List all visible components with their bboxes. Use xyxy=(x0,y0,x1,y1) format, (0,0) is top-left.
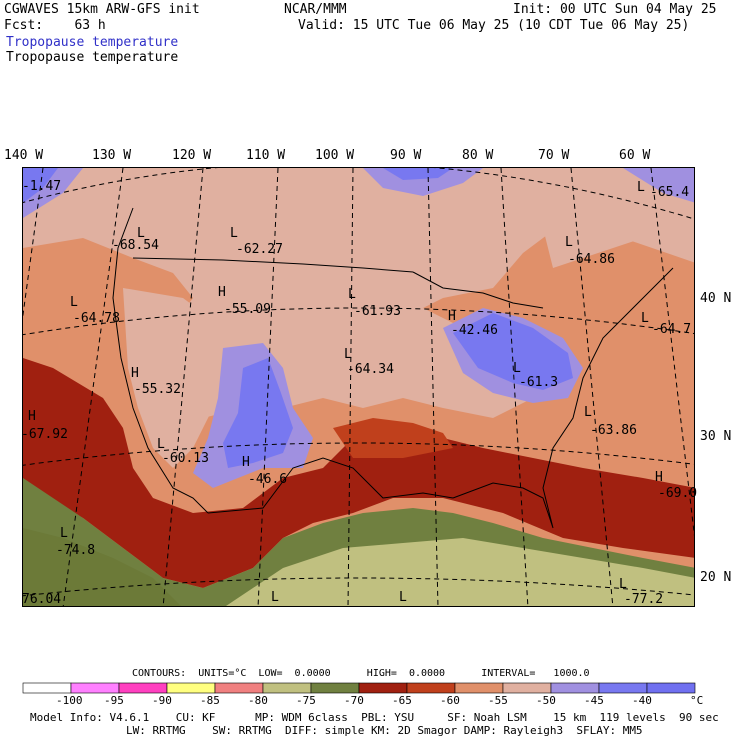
extremum-value: -69.0 xyxy=(658,486,698,501)
model-title: CGWAVES 15km ARW-GFS init xyxy=(4,2,200,17)
colorbar-tick-label: -75 xyxy=(296,694,316,707)
extremum-value: -64.34 xyxy=(347,362,394,377)
extremum-letter: L xyxy=(637,180,645,195)
colorbar-tick-label: -80 xyxy=(248,694,268,707)
extremum-value: -62.27 xyxy=(236,242,283,257)
colorbar-tick-label: -45 xyxy=(584,694,604,707)
lat-label: 30 N xyxy=(700,429,732,444)
colorbar-bin xyxy=(502,682,552,694)
extremum-value: -61.3 xyxy=(519,375,559,390)
extremum-value: -63.86 xyxy=(590,423,637,438)
colorbar-bin xyxy=(454,682,504,694)
model-info-line2: LW: RRTMG SW: RRTMG DIFF: simple KM: 2D … xyxy=(126,724,643,737)
lon-label: 70 W xyxy=(538,148,570,163)
extremum-value: -60.13 xyxy=(162,451,209,466)
colorbar-tick-label: -70 xyxy=(344,694,364,707)
lon-label: 140 W xyxy=(4,148,44,163)
field-title-blue: Tropopause temperature xyxy=(6,35,179,50)
extremum-value: -64.86 xyxy=(568,252,615,267)
contours-info: CONTOURS: UNITS=°C LOW= 0.0000 HIGH= 0.0… xyxy=(132,668,590,679)
extremum-letter: H xyxy=(218,285,226,300)
extremum-value: -64.78 xyxy=(73,311,120,326)
extremum-letter: L xyxy=(641,311,649,326)
extremum-value: -61.93 xyxy=(354,304,401,319)
colorbar-bin xyxy=(262,682,312,694)
colorbar-bin xyxy=(214,682,264,694)
colorbar-bin xyxy=(118,682,168,694)
colorbar-tick-label: -55 xyxy=(488,694,508,707)
extremum-letter: L xyxy=(344,347,352,362)
extremum-letter: L xyxy=(399,590,407,605)
colorbar-bin xyxy=(310,682,360,694)
colorbar-bin xyxy=(406,682,456,694)
colorbar-bin xyxy=(70,682,120,694)
extremum-letter: L xyxy=(565,235,573,250)
extremum-letter: L xyxy=(619,577,627,592)
extremum-value: -77.2 xyxy=(624,592,664,607)
colorbar-tick-label: -90 xyxy=(152,694,172,707)
colorbar-tick-label: -40 xyxy=(632,694,652,707)
extremum-letter: H xyxy=(242,455,250,470)
extremum-value: -55.32 xyxy=(134,382,181,397)
extremum-letter: L xyxy=(60,526,68,541)
extremum-letter: L xyxy=(230,226,238,241)
forecast-hour: Fcst: 63 h xyxy=(4,18,106,33)
extremum-value: -55.09 xyxy=(224,302,271,317)
colorbar-tick-label: -85 xyxy=(200,694,220,707)
extremum-value: 76.04 xyxy=(22,592,62,607)
extremum-letter: H xyxy=(655,470,663,485)
lat-label: 20 N xyxy=(700,570,732,585)
colorbar-bin xyxy=(646,682,696,694)
extremum-letter: L xyxy=(513,361,521,376)
tropopause-temperature-map xyxy=(22,167,695,607)
extremum-letter: L xyxy=(70,295,78,310)
lon-label: 90 W xyxy=(390,148,422,163)
model-info-line1: Model Info: V4.6.1 CU: KF MP: WDM 6class… xyxy=(30,711,719,724)
extremum-letter: H xyxy=(448,309,456,324)
colorbar-bin xyxy=(550,682,600,694)
colorbar-bin xyxy=(598,682,648,694)
extremum-value: -42.46 xyxy=(451,323,498,338)
colorbar-tick-label: -50 xyxy=(536,694,556,707)
colorbar-tick-label: -95 xyxy=(104,694,124,707)
colorbar-unit: °C xyxy=(690,694,704,707)
colorbar-tick-label: -60 xyxy=(440,694,460,707)
extremum-letter: L xyxy=(157,437,165,452)
extremum-letter: L xyxy=(348,287,356,302)
colorbar-bin xyxy=(166,682,216,694)
lon-label: 110 W xyxy=(246,148,286,163)
colorbar-bin xyxy=(22,682,72,694)
colorbar-tick-label: -65 xyxy=(392,694,412,707)
extremum-value: -74.8 xyxy=(56,543,96,558)
extremum-letter: L xyxy=(137,226,145,241)
colorbar-tick-label: -100 xyxy=(56,694,83,707)
extremum-letter: L xyxy=(584,405,592,420)
extremum-value: -46.6 xyxy=(248,472,288,487)
org-label: NCAR/MMM xyxy=(284,2,347,17)
extremum-value: -68.54 xyxy=(112,238,159,253)
lon-label: 60 W xyxy=(619,148,651,163)
colorbar-bin xyxy=(358,682,408,694)
lon-label: 80 W xyxy=(462,148,494,163)
lat-label: 40 N xyxy=(700,291,732,306)
extremum-value: -1.47 xyxy=(22,179,62,194)
extremum-letter: H xyxy=(131,366,139,381)
field-title: Tropopause temperature xyxy=(6,50,179,65)
valid-time: Valid: 15 UTC Tue 06 May 25 (10 CDT Tue … xyxy=(298,18,690,33)
extremum-letter: L xyxy=(271,590,279,605)
extremum-letter: H xyxy=(28,409,36,424)
init-time: Init: 00 UTC Sun 04 May 25 xyxy=(513,2,717,17)
lon-label: 100 W xyxy=(315,148,355,163)
extremum-value: -67.92 xyxy=(21,427,68,442)
extremum-value: -65.4 xyxy=(650,185,690,200)
lon-label: 120 W xyxy=(172,148,212,163)
lon-label: 130 W xyxy=(92,148,132,163)
extremum-value: -64.7 xyxy=(652,322,692,337)
colorbar xyxy=(22,682,696,694)
